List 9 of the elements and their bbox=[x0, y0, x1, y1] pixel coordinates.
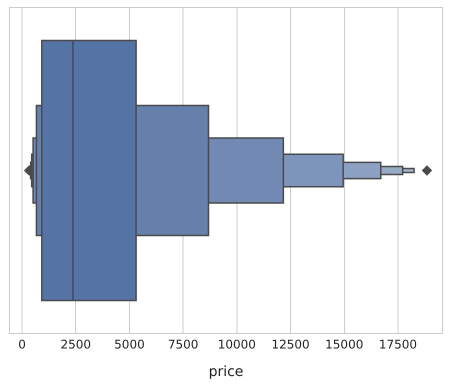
x-tick-label: 5000 bbox=[114, 338, 145, 352]
x-tick-label: 2500 bbox=[60, 338, 92, 352]
x-tick-label: 17500 bbox=[378, 338, 418, 352]
x-tick-label: 12500 bbox=[271, 338, 310, 352]
x-axis-title: price bbox=[208, 364, 244, 380]
x-tick-label: 7500 bbox=[168, 338, 198, 352]
x-tick-label: 0 bbox=[18, 338, 26, 352]
x-tick-label: 15000 bbox=[325, 338, 364, 352]
x-tick-label: 10000 bbox=[218, 338, 256, 352]
